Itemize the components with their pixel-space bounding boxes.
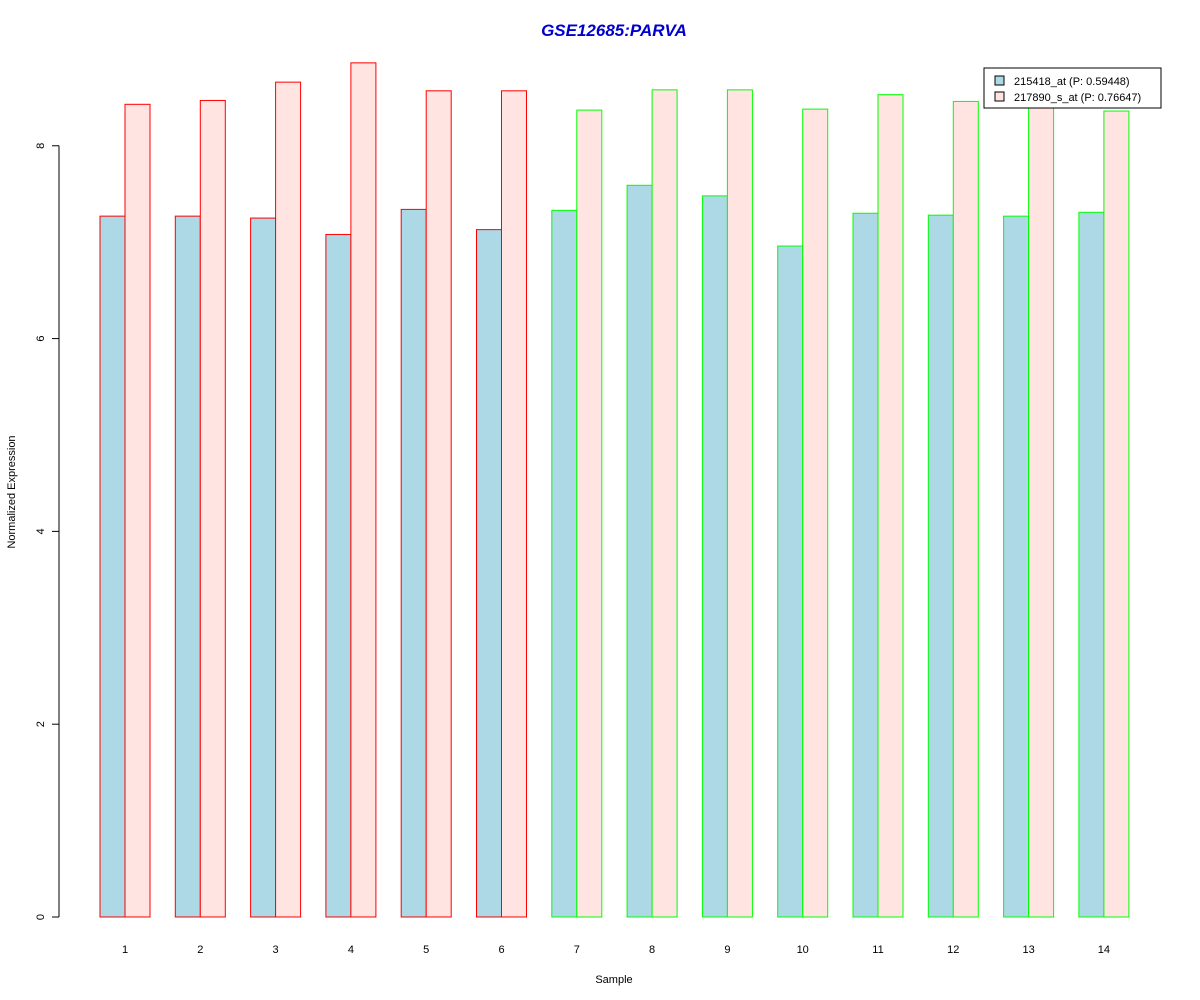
bar	[1003, 215, 1030, 918]
bar	[124, 103, 151, 918]
bar	[952, 100, 979, 918]
x-tick-label: 5	[423, 944, 429, 956]
bar	[777, 245, 804, 918]
bar	[1078, 211, 1105, 918]
bar	[852, 212, 879, 918]
legend-box	[983, 67, 1162, 109]
x-tick-label: 12	[947, 944, 959, 956]
bar	[927, 214, 954, 918]
x-axis: 1 2 3 4 5 6 7 8 9 10 11 12 13 14	[122, 944, 1110, 956]
bar	[551, 209, 578, 918]
bar	[275, 81, 302, 918]
y-axis: 0 2 4 6 8	[35, 143, 60, 920]
x-tick-label: 10	[797, 944, 809, 956]
x-tick-label: 3	[273, 944, 279, 956]
bar	[726, 89, 753, 918]
bar	[651, 89, 678, 918]
x-tick-label: 7	[574, 944, 580, 956]
y-tick-label: 6	[35, 336, 47, 342]
chart-title: GSE12685:PARVA	[541, 21, 687, 40]
bar	[199, 99, 226, 918]
legend-label: 215418_at (P: 0.59448)	[1014, 76, 1130, 88]
legend-swatch	[994, 91, 1005, 102]
y-axis-label: Normalized Expression	[6, 435, 18, 548]
bar	[701, 195, 728, 918]
bar	[501, 90, 527, 918]
x-tick-label: 9	[724, 944, 730, 956]
bar	[174, 215, 201, 918]
x-tick-label: 4	[348, 944, 354, 956]
bar	[626, 184, 653, 918]
bar	[476, 229, 502, 918]
legend-swatch	[994, 75, 1005, 86]
x-tick-label: 14	[1098, 944, 1110, 956]
x-tick-label: 2	[197, 944, 203, 956]
bar	[325, 233, 352, 918]
bar	[877, 94, 904, 918]
y-tick-label: 8	[35, 143, 47, 149]
bar	[1028, 104, 1055, 918]
bar	[802, 108, 829, 918]
bar	[400, 208, 427, 918]
x-axis-label: Sample	[595, 974, 632, 986]
bar	[99, 215, 126, 918]
x-tick-label: 13	[1022, 944, 1034, 956]
bar	[350, 62, 377, 918]
x-tick-label: 11	[872, 944, 883, 956]
bars-group	[99, 62, 1130, 918]
x-tick-label: 6	[498, 944, 504, 956]
bar	[576, 109, 603, 918]
x-tick-label: 1	[122, 944, 128, 956]
y-tick-label: 4	[35, 528, 47, 534]
legend: 215418_at (P: 0.59448) 217890_s_at (P: 0.…	[983, 67, 1162, 109]
y-tick-label: 2	[35, 721, 47, 727]
legend-label: 217890_s_at (P: 0.76647)	[1014, 92, 1141, 104]
x-tick-label: 8	[649, 944, 655, 956]
bar	[1103, 110, 1130, 918]
bar	[425, 90, 452, 918]
bar	[250, 217, 277, 918]
y-tick-label: 0	[35, 914, 47, 920]
